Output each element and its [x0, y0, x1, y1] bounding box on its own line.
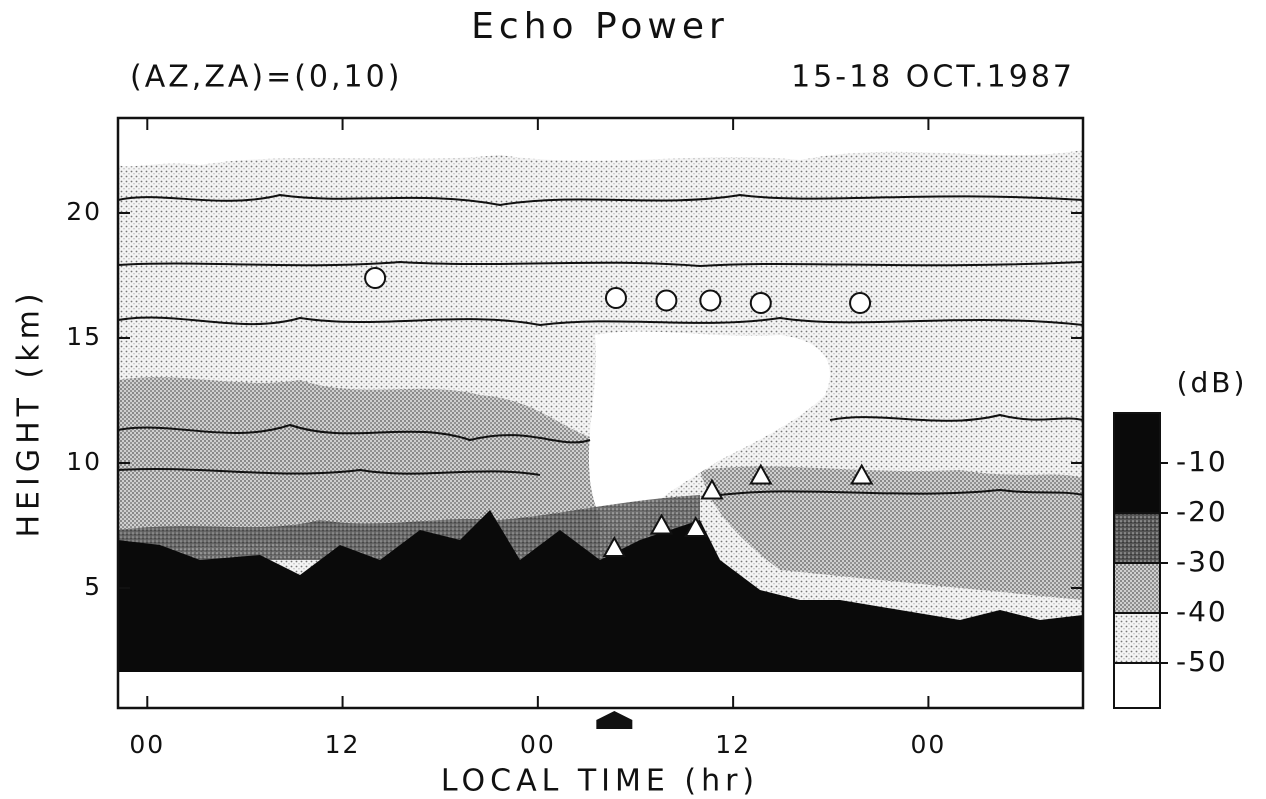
x-tick-label: 12 [715, 730, 751, 759]
circle-marker [655, 289, 678, 312]
colorbar-tick-label: -40 [1176, 595, 1228, 628]
colorbar-tick-label: -20 [1176, 495, 1228, 528]
colorbar-band [1114, 663, 1160, 708]
x-axis-label: LOCAL TIME (hr) [441, 764, 759, 799]
x-tick-label: 12 [325, 730, 361, 759]
colorbar-tick-label: -50 [1176, 645, 1228, 678]
colorbar-band [1114, 563, 1160, 613]
colorbar-band [1114, 513, 1160, 563]
circle-marker [364, 267, 387, 289]
subtitle-left: (AZ,ZA)=(0,10) [130, 60, 402, 95]
subtitle-right: 15-18 OCT.1987 [791, 60, 1075, 95]
triangle-marker [602, 535, 627, 557]
triangle-marker [849, 463, 874, 485]
y-tick-label: 20 [66, 197, 102, 226]
triangle-marker [749, 463, 773, 485]
circle-marker [604, 287, 627, 309]
y-axis-label: HEIGHT (km) [12, 288, 47, 537]
plot-frame [116, 116, 1085, 710]
colorbar-label: (dB) [1177, 366, 1248, 399]
contour-field [118, 118, 1083, 708]
triangle-marker [700, 478, 724, 500]
y-tick-label: 10 [66, 447, 102, 476]
colorbar-band [1114, 613, 1160, 663]
colorbar-band [1114, 413, 1160, 513]
colorbar-tick-label: -10 [1176, 445, 1228, 478]
y-tick-label: 15 [66, 322, 102, 351]
x-tick-label: 00 [910, 730, 946, 759]
triangle-marker [649, 513, 674, 535]
circle-marker [849, 292, 872, 314]
circle-marker [699, 289, 722, 312]
circle-marker [749, 292, 772, 314]
triangle-marker [683, 515, 708, 537]
x-tick-label: 00 [520, 730, 556, 759]
colorbar-tick-label: -30 [1176, 545, 1228, 578]
x-tick-label: 00 [129, 730, 165, 759]
colorbar-frame [1113, 412, 1161, 709]
chart-title: Echo Power [471, 6, 729, 47]
time-arrow [596, 711, 633, 729]
y-tick-label: 5 [84, 572, 102, 601]
